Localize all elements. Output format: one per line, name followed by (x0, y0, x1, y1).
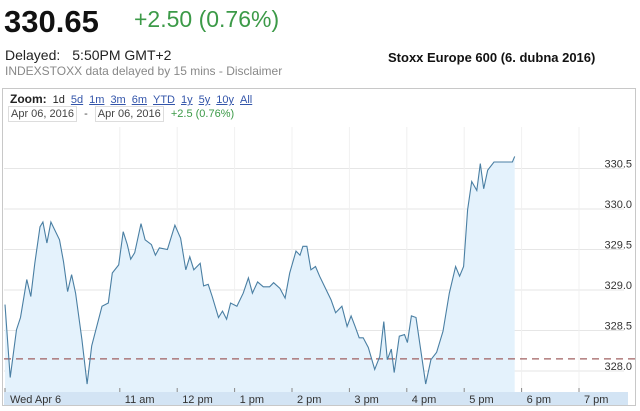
y-tick-label: 328.5 (604, 321, 632, 333)
date-separator: - (84, 108, 88, 120)
disclaimer[interactable]: INDEXSTOXX data delayed by 15 mins - Dis… (5, 64, 283, 78)
zoom-option-1m[interactable]: 1m (89, 94, 105, 106)
x-tick-label: 11 am (125, 394, 155, 406)
zoom-option-1d[interactable]: 1d (52, 94, 65, 106)
x-tick-label: 12 pm (182, 394, 213, 406)
date-from[interactable]: Apr 06, 2016 (8, 106, 77, 122)
y-tick-label: 330.5 (604, 159, 632, 171)
x-axis-band (4, 392, 628, 405)
x-tick-label: 7 pm (584, 394, 608, 406)
y-tick-label: 329.5 (604, 240, 632, 252)
delayed-info: Delayed: 5:50PM GMT+2 (5, 47, 171, 63)
x-tick-label: 4 pm (412, 394, 436, 406)
zoom-label: Zoom: (10, 92, 47, 106)
zoom-option-5y[interactable]: 5y (198, 94, 211, 106)
zoom-option-5d[interactable]: 5d (70, 94, 84, 106)
y-tick-label: 328.0 (604, 361, 632, 373)
y-tick-label: 329.0 (604, 280, 632, 292)
delayed-label: Delayed: (5, 47, 61, 63)
x-tick-label: 2 pm (297, 394, 321, 406)
price-change: +2.50 (0.76%) (134, 6, 280, 32)
y-tick-label: 330.0 (604, 199, 632, 211)
chart-caption: Stoxx Europe 600 (6. dubna 2016) (388, 50, 596, 65)
zoom-option-6m[interactable]: 6m (131, 94, 147, 106)
x-tick-label: Wed Apr 6 (10, 394, 61, 406)
x-tick-label: 3 pm (354, 394, 378, 406)
range-change: +2.5 (0.76%) (170, 108, 235, 120)
x-tick-label: 6 pm (527, 394, 551, 406)
price-line (4, 156, 516, 385)
zoom-bar: Zoom: 1d 5d 1m 3m 6m YTD 1y 5y 10y All (10, 92, 258, 106)
x-tick-label: 1 pm (240, 394, 264, 406)
zoom-option-1y[interactable]: 1y (181, 94, 193, 106)
date-range: Apr 06, 2016 - Apr 06, 2016 +2.5 (0.76%) (8, 106, 235, 122)
last-price: 330.65 (4, 4, 99, 39)
zoom-option-10y[interactable]: 10y (216, 94, 234, 106)
date-to[interactable]: Apr 06, 2016 (94, 106, 164, 122)
x-tick-label: 5 pm (469, 394, 493, 406)
zoom-option-all[interactable]: All (240, 94, 253, 106)
price-area (5, 156, 515, 392)
delayed-time: 5:50PM GMT+2 (72, 47, 172, 63)
chart-frame (2, 88, 636, 406)
zoom-option-3m[interactable]: 3m (110, 94, 126, 106)
zoom-option-ytd[interactable]: YTD (153, 94, 175, 106)
